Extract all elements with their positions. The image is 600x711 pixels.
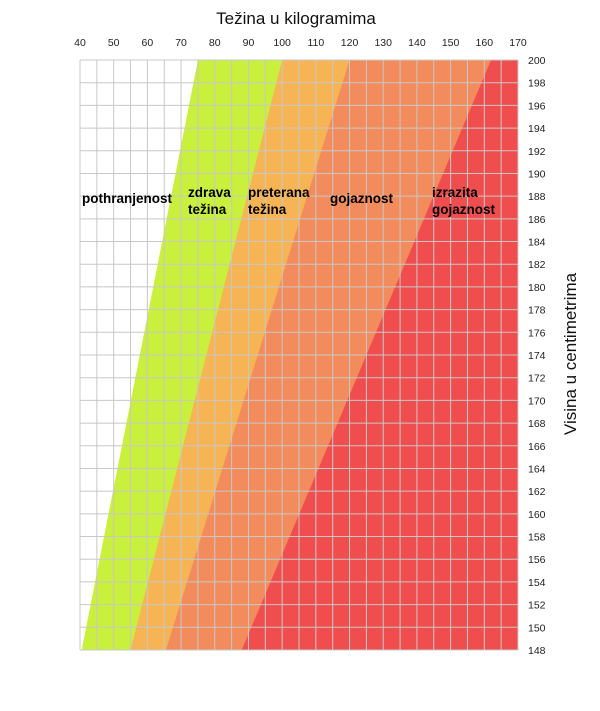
y-tick-label: 154 bbox=[528, 577, 546, 589]
y-tick-label: 198 bbox=[528, 78, 546, 90]
y-tick-label: 172 bbox=[528, 373, 546, 385]
zone-label-line: preterana bbox=[248, 185, 310, 200]
y-tick-label: 156 bbox=[528, 554, 546, 566]
y-tick-label: 182 bbox=[528, 259, 546, 271]
x-axis-title: Težina u kilogramima bbox=[216, 9, 376, 28]
y-tick-label: 170 bbox=[528, 395, 546, 407]
y-tick-label: 162 bbox=[528, 486, 546, 498]
x-tick-label: 50 bbox=[108, 37, 120, 49]
x-tick-label: 100 bbox=[273, 37, 291, 49]
y-tick-label: 184 bbox=[528, 237, 546, 249]
y-axis-ticks: 148 150 152 154 156 158 160 162 164 166 168 170 172 1… bbox=[528, 55, 546, 657]
zone-labels: pothranjenost zdrava težina preterana težina… bbox=[82, 185, 496, 217]
zone-label-line: težina bbox=[248, 202, 287, 217]
x-tick-label: 90 bbox=[243, 37, 255, 49]
y-tick-label: 190 bbox=[528, 168, 546, 180]
x-tick-label: 170 bbox=[509, 37, 527, 49]
y-tick-label: 166 bbox=[528, 441, 546, 453]
zone-label-pothranjenost: pothranjenost bbox=[82, 191, 173, 206]
zone-label-izrazita-gojaznost: izrazita gojaznost bbox=[432, 185, 496, 217]
zone-label-preterana-tezina: preterana težina bbox=[248, 185, 310, 217]
y-tick-label: 180 bbox=[528, 282, 546, 294]
x-tick-label: 150 bbox=[442, 37, 460, 49]
y-tick-label: 176 bbox=[528, 327, 546, 339]
zone-label-line: izrazita bbox=[432, 185, 478, 200]
x-axis-ticks: 40 50 60 70 80 90 100 110 120 130 140 150 160 170 bbox=[74, 37, 527, 49]
y-tick-label: 152 bbox=[528, 600, 546, 612]
zone-label-zdrava-tezina: zdrava težina bbox=[188, 185, 231, 217]
zone-label-line: zdrava bbox=[188, 185, 231, 200]
zone-label-line: gojaznost bbox=[432, 202, 496, 217]
y-tick-label: 186 bbox=[528, 214, 546, 226]
zone-label-line: pothranjenost bbox=[82, 191, 173, 206]
x-tick-label: 160 bbox=[476, 37, 494, 49]
y-tick-label: 196 bbox=[528, 100, 546, 112]
x-tick-label: 70 bbox=[175, 37, 187, 49]
x-tick-label: 130 bbox=[374, 37, 392, 49]
y-tick-label: 178 bbox=[528, 305, 546, 317]
y-tick-label: 168 bbox=[528, 418, 546, 430]
x-tick-label: 110 bbox=[307, 37, 324, 49]
y-tick-label: 188 bbox=[528, 191, 546, 203]
x-tick-label: 60 bbox=[142, 37, 154, 49]
y-axis-title: Visina u centimetrima bbox=[561, 272, 580, 435]
y-tick-label: 148 bbox=[528, 645, 546, 657]
zone-label-gojaznost: gojaznost bbox=[330, 191, 394, 206]
y-tick-label: 174 bbox=[528, 350, 546, 362]
x-tick-label: 140 bbox=[408, 37, 426, 49]
x-tick-label: 40 bbox=[74, 37, 86, 49]
y-tick-label: 194 bbox=[528, 123, 546, 135]
zone-label-line: gojaznost bbox=[330, 191, 394, 206]
y-tick-label: 150 bbox=[528, 622, 546, 634]
grid-layer bbox=[79, 59, 519, 651]
y-tick-label: 200 bbox=[528, 55, 546, 67]
x-tick-label: 120 bbox=[341, 37, 359, 49]
zone-label-line: težina bbox=[188, 202, 227, 217]
y-tick-label: 160 bbox=[528, 509, 546, 521]
y-tick-label: 164 bbox=[528, 463, 546, 475]
y-tick-label: 192 bbox=[528, 146, 546, 158]
x-tick-label: 80 bbox=[209, 37, 221, 49]
y-tick-label: 158 bbox=[528, 532, 546, 544]
